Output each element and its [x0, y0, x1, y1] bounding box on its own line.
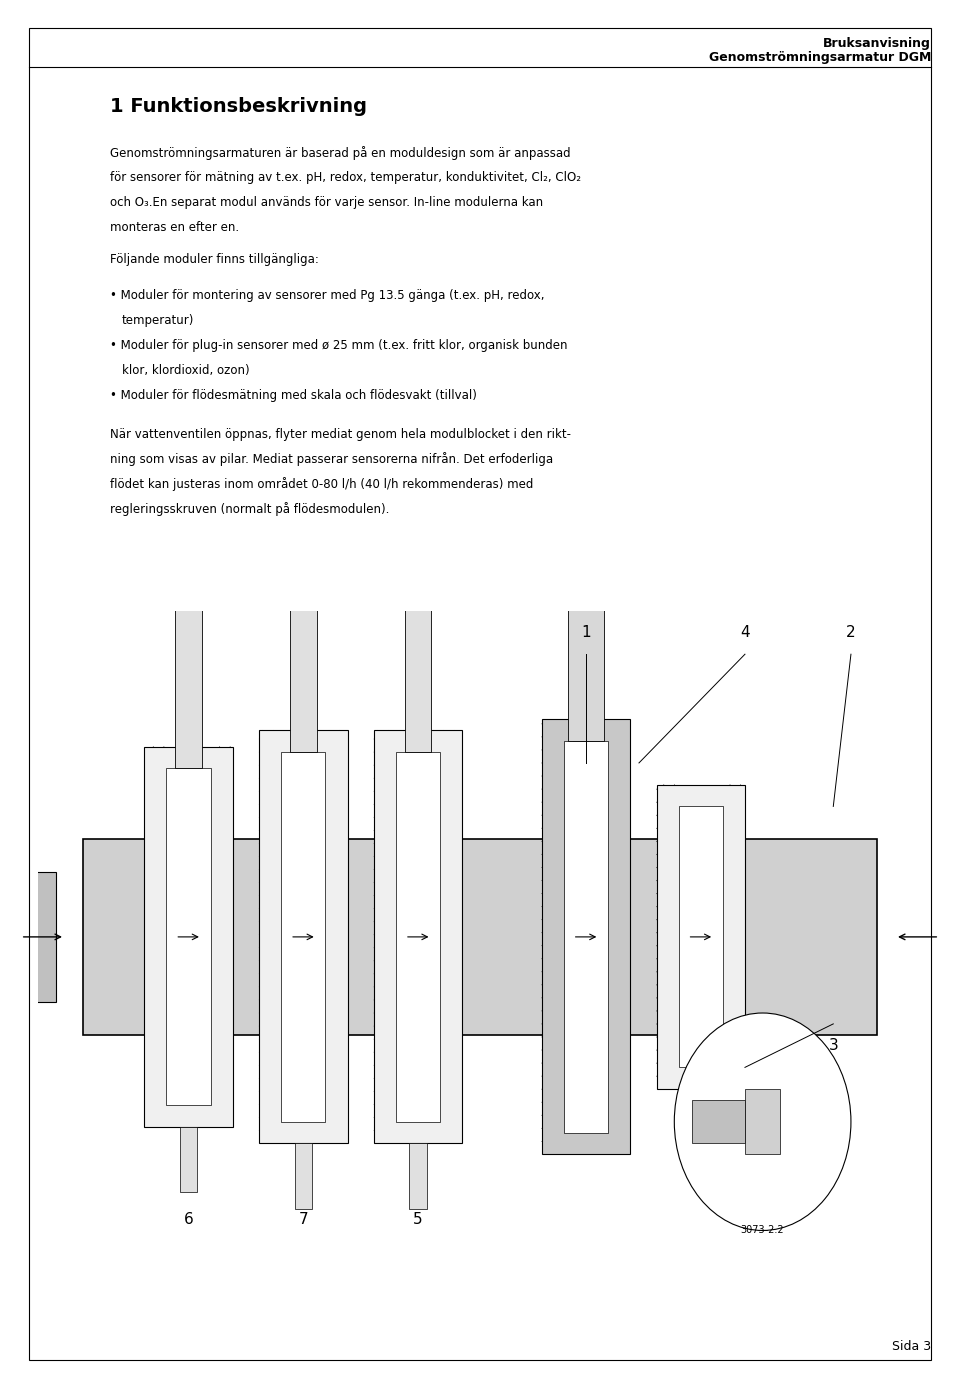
Text: och O₃.En separat modul används för varje sensor. In-line modulerna kan: och O₃.En separat modul används för varj… [110, 196, 543, 208]
Text: När vattenventilen öppnas, flyter mediat genom hela modulblocket i den rikt-: När vattenventilen öppnas, flyter mediat… [110, 428, 571, 440]
Text: • Moduler för flödesmätning med skala och flödesvakt (tillval): • Moduler för flödesmätning med skala oc… [110, 389, 477, 401]
Text: 1: 1 [581, 625, 590, 640]
Text: Genomströmningsarmatur DGM: Genomströmningsarmatur DGM [708, 51, 931, 64]
Text: • Moduler för montering av sensorer med Pg 13.5 gänga (t.ex. pH, redox,: • Moduler för montering av sensorer med … [110, 289, 545, 301]
Text: Följande moduler finns tillgängliga:: Följande moduler finns tillgängliga: [110, 253, 320, 265]
Text: regleringsskruven (normalt på flödesmodulen).: regleringsskruven (normalt på flödesmodu… [110, 502, 390, 516]
Text: klor, klordioxid, ozon): klor, klordioxid, ozon) [122, 364, 250, 376]
Bar [3, 872, 56, 1002]
Bar [405, 545, 431, 752]
Bar [176, 605, 202, 769]
Bar [290, 568, 317, 752]
Bar [560, 458, 612, 502]
Bar [396, 752, 441, 1122]
Bar [295, 1144, 312, 1209]
Text: flödet kan justeras inom området 0-80 l/h (40 l/h rekommenderas) med: flödet kan justeras inom området 0-80 l/… [110, 477, 534, 491]
Bar [564, 741, 608, 1133]
Text: monteras en efter en.: monteras en efter en. [110, 221, 240, 233]
Text: Sida 3: Sida 3 [892, 1341, 931, 1353]
Circle shape [674, 1013, 851, 1230]
Bar [573, 514, 599, 741]
Bar [745, 1090, 780, 1155]
Text: • Moduler för plug-in sensorer med ø 25 mm (t.ex. fritt klor, organisk bunden: • Moduler för plug-in sensorer med ø 25 … [110, 339, 568, 351]
Text: 3: 3 [828, 1038, 838, 1053]
Text: 2: 2 [846, 625, 855, 640]
Text: för sensorer för mätning av t.ex. pH, redox, temperatur, konduktivitet, Cl₂, ClO: för sensorer för mätning av t.ex. pH, re… [110, 171, 582, 183]
Text: 5: 5 [414, 1212, 423, 1227]
Bar [568, 469, 604, 741]
Text: 4: 4 [740, 625, 750, 640]
Text: 6: 6 [183, 1212, 193, 1227]
Bar [259, 730, 348, 1144]
Text: temperatur): temperatur) [122, 314, 194, 326]
Text: Genomströmningsarmaturen är baserad på en moduldesign som är anpassad: Genomströmningsarmaturen är baserad på e… [110, 146, 571, 160]
Bar [83, 838, 877, 1035]
Bar [281, 752, 325, 1122]
Bar [409, 1144, 427, 1209]
Bar [541, 719, 630, 1155]
Text: 3073-2.2: 3073-2.2 [741, 1226, 784, 1235]
Bar [692, 1099, 745, 1144]
Text: 7: 7 [299, 1212, 308, 1227]
Bar [166, 769, 210, 1105]
Bar [930, 872, 960, 1002]
Bar [657, 784, 745, 1090]
Text: 1 Funktionsbeskrivning: 1 Funktionsbeskrivning [110, 97, 368, 117]
Bar [679, 806, 723, 1067]
Bar [180, 1127, 198, 1192]
Bar [374, 730, 463, 1144]
Text: ning som visas av pilar. Mediat passerar sensorerna nifrån. Det erfoderliga: ning som visas av pilar. Mediat passerar… [110, 452, 554, 466]
Bar [144, 747, 232, 1127]
Text: Bruksanvisning: Bruksanvisning [824, 37, 931, 50]
